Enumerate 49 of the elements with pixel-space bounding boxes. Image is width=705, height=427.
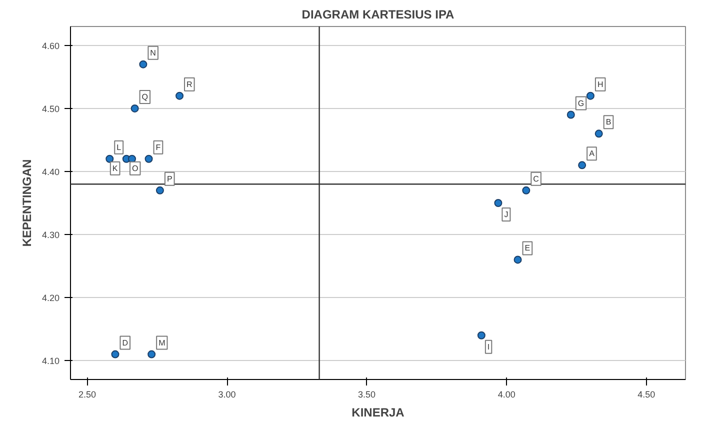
y-tick-label: 4.10	[42, 356, 60, 366]
point	[139, 60, 148, 68]
annotation: P	[166, 174, 172, 184]
annotation: J	[504, 210, 508, 219]
point	[514, 256, 522, 264]
point	[477, 331, 486, 340]
point	[148, 350, 156, 358]
chart-title: DIAGRAM KARTESIUS IPA	[302, 8, 455, 22]
point	[594, 130, 603, 138]
annotation: A	[589, 149, 596, 158]
point	[586, 92, 594, 100]
x-axis-title: KINERJA	[352, 406, 405, 420]
y-axis-title: KEPENTINGAN	[20, 159, 34, 247]
point	[176, 92, 184, 100]
annotation: H	[597, 80, 604, 89]
annotation: R	[186, 80, 193, 89]
annotation: E	[524, 244, 530, 253]
x-tick-label: 3.50	[358, 390, 376, 400]
annotation: Q	[142, 92, 148, 102]
x-tick-label: 4.00	[498, 390, 516, 400]
point	[578, 161, 586, 170]
annotation: K	[112, 164, 118, 173]
point	[128, 154, 136, 163]
annotation: B	[606, 118, 612, 127]
annotation: M	[158, 338, 166, 348]
point	[156, 186, 164, 194]
annotation: D	[122, 338, 128, 348]
y-tick-label: 4.40	[42, 166, 60, 177]
point	[130, 104, 139, 112]
point	[106, 154, 114, 163]
y-tick-label: 4.60	[42, 40, 60, 51]
y-tick-label: 4.30	[42, 230, 60, 240]
point	[566, 110, 575, 119]
point	[111, 350, 120, 358]
annotation: F	[156, 142, 161, 152]
annotation: O	[132, 164, 138, 173]
annotation: C	[533, 174, 540, 184]
annotation: L	[116, 142, 122, 152]
annotation: G	[578, 98, 584, 108]
x-tick-label: 3.00	[218, 390, 236, 400]
annotation: I	[487, 342, 490, 352]
x-tick-label: 2.50	[78, 390, 96, 400]
y-tick-label: 4.20	[42, 293, 60, 304]
point	[522, 186, 530, 194]
annotation: N	[150, 48, 156, 58]
point	[494, 199, 502, 207]
x-tick-label: 4.50	[638, 390, 656, 400]
y-tick-label: 4.50	[42, 104, 60, 114]
point	[144, 154, 153, 163]
